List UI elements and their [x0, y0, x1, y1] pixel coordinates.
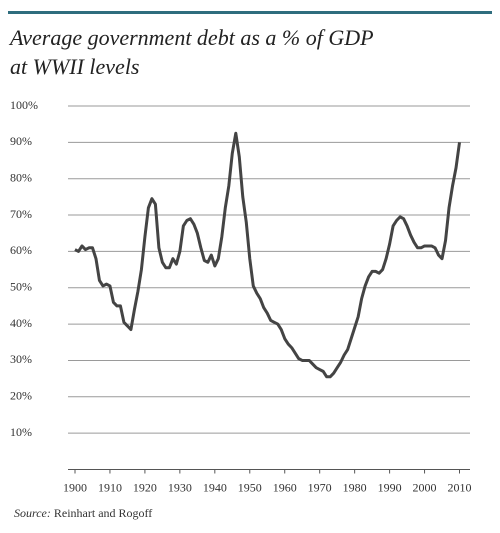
source-text: Reinhart and Rogoff [54, 506, 152, 520]
chart-title: Average government debt as a % of GDP [8, 25, 374, 50]
y-tick-label: 90% [10, 134, 32, 148]
x-tick-label: 1910 [98, 480, 122, 494]
y-tick-label: 70% [10, 207, 32, 221]
y-tick-label: 50% [10, 280, 32, 294]
y-tick-label: 30% [10, 352, 32, 366]
x-tick-label: 1960 [273, 480, 297, 494]
top-rule [8, 11, 492, 14]
x-tick-label: 1920 [133, 480, 157, 494]
y-tick-label: 40% [10, 316, 32, 330]
x-tick-label: 1980 [343, 480, 367, 494]
y-tick-label: 20% [10, 389, 32, 403]
y-tick-label: 60% [10, 243, 32, 257]
y-tick-label: 10% [10, 425, 32, 439]
source-label: Source: [14, 506, 51, 520]
data-line [74, 131, 461, 379]
x-tick-label: 1900 [63, 480, 87, 494]
chart-title: at WWII levels [10, 54, 140, 79]
source: Source: Reinhart and Rogoff [14, 506, 152, 520]
x-tick-label: 1990 [378, 480, 402, 494]
y-tick-label: 80% [10, 170, 32, 184]
x-tick-label: 2000 [413, 480, 437, 494]
x-tick-label: 1970 [308, 480, 332, 494]
x-tick-label: 1950 [238, 480, 262, 494]
y-tick-label: 100% [10, 98, 38, 112]
x-tick-label: 1940 [203, 480, 227, 494]
x-tick-label: 1930 [168, 480, 192, 494]
x-tick-label: 2010 [448, 480, 472, 494]
